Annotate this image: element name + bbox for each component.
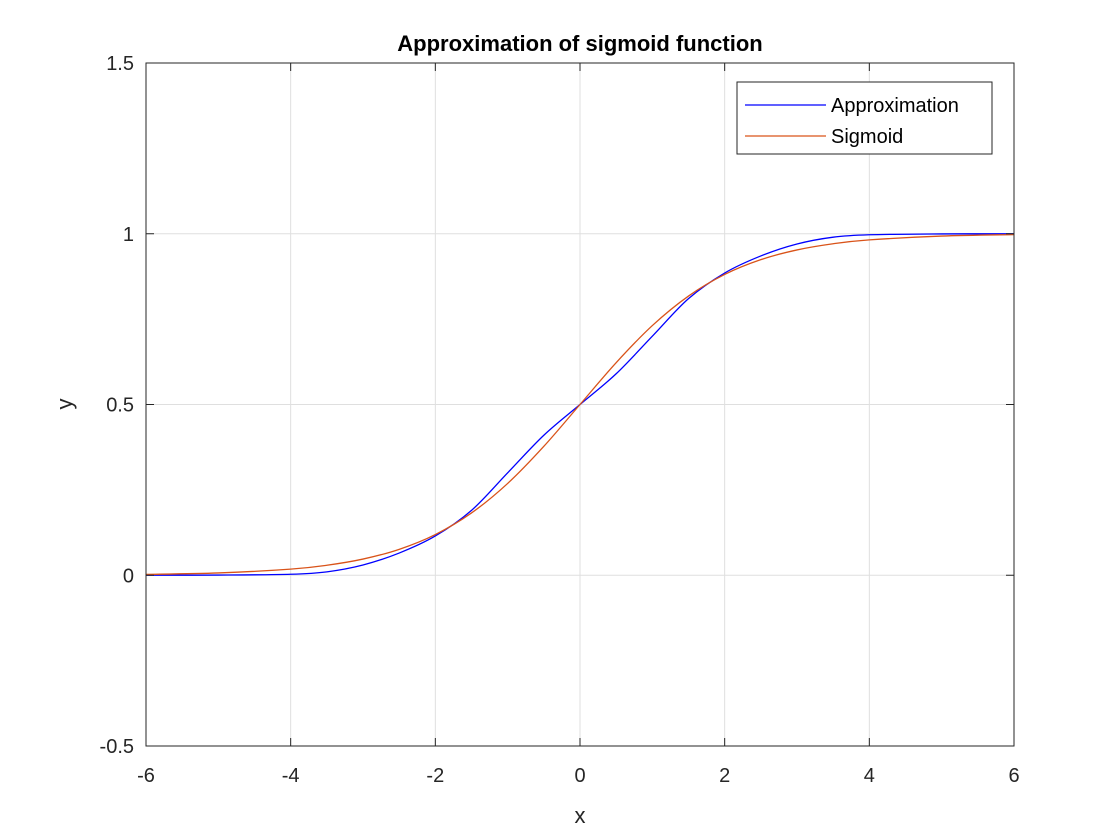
y-tick-label: 1.5 <box>106 53 134 75</box>
x-tick-label: 2 <box>719 765 730 787</box>
x-tick-label: -4 <box>282 765 300 787</box>
y-tick-label: 0 <box>123 565 134 587</box>
series-layer <box>145 233 1015 576</box>
y-axis-label: y <box>52 399 77 410</box>
x-tick-label: 0 <box>574 765 585 787</box>
chart-title: Approximation of sigmoid function <box>397 31 762 56</box>
ticks-layer: -6 -4 -2 0 2 4 6 -0.5 0 0.5 1 1.5 <box>100 53 1020 787</box>
legend-label-sigmoid: Sigmoid <box>831 126 903 148</box>
legend-box <box>736 81 993 155</box>
series-line-sigmoid <box>145 233 1015 576</box>
y-tick-label: 1 <box>123 224 134 246</box>
x-axis-label: x <box>575 803 586 828</box>
legend: Approximation Sigmoid <box>736 81 993 155</box>
x-tick-label: -6 <box>137 765 155 787</box>
x-tick-label: -2 <box>426 765 444 787</box>
y-tick-label: 0.5 <box>106 395 134 417</box>
x-tick-label: 4 <box>864 765 875 787</box>
x-tick-label: 6 <box>1008 765 1019 787</box>
legend-label-approximation: Approximation <box>831 95 959 117</box>
y-tick-label: -0.5 <box>100 736 134 758</box>
